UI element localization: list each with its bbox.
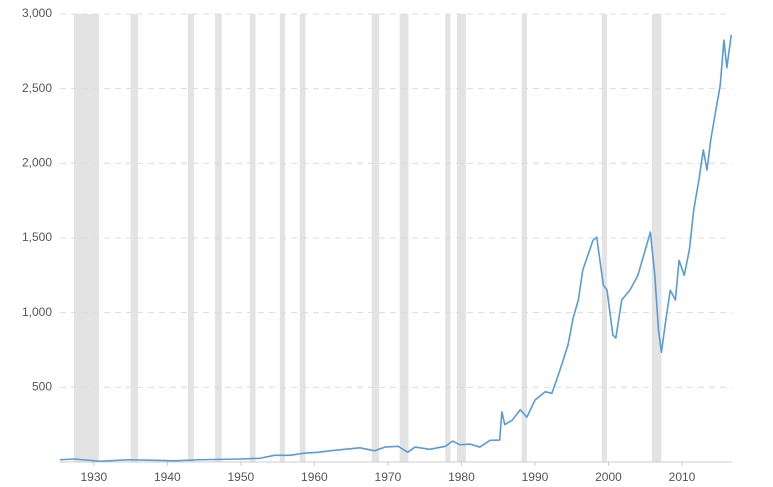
y-tick-label: 1,500 xyxy=(22,230,52,244)
x-tick-label: 1940 xyxy=(154,470,181,484)
x-tick-label: 1930 xyxy=(80,470,107,484)
x-tick-label: 1970 xyxy=(375,470,402,484)
data-line xyxy=(59,34,733,463)
y-tick-label: 3,000 xyxy=(22,6,52,20)
x-tick-label: 1990 xyxy=(522,470,549,484)
x-tick-label: 1950 xyxy=(228,470,255,484)
x-tick-label: 1980 xyxy=(448,470,475,484)
x-tick-label: 2010 xyxy=(669,470,696,484)
recession-band xyxy=(187,14,194,462)
y-tick-label: 1,000 xyxy=(22,305,52,319)
y-tick-label: 2,500 xyxy=(22,81,52,95)
x-tick-label: 2000 xyxy=(595,470,622,484)
recession-band xyxy=(371,14,380,462)
y-tick-label: 2,000 xyxy=(22,156,52,170)
recession-band xyxy=(130,14,138,462)
y-tick-label: 500 xyxy=(32,380,52,394)
x-tick-label: 1960 xyxy=(301,470,328,484)
